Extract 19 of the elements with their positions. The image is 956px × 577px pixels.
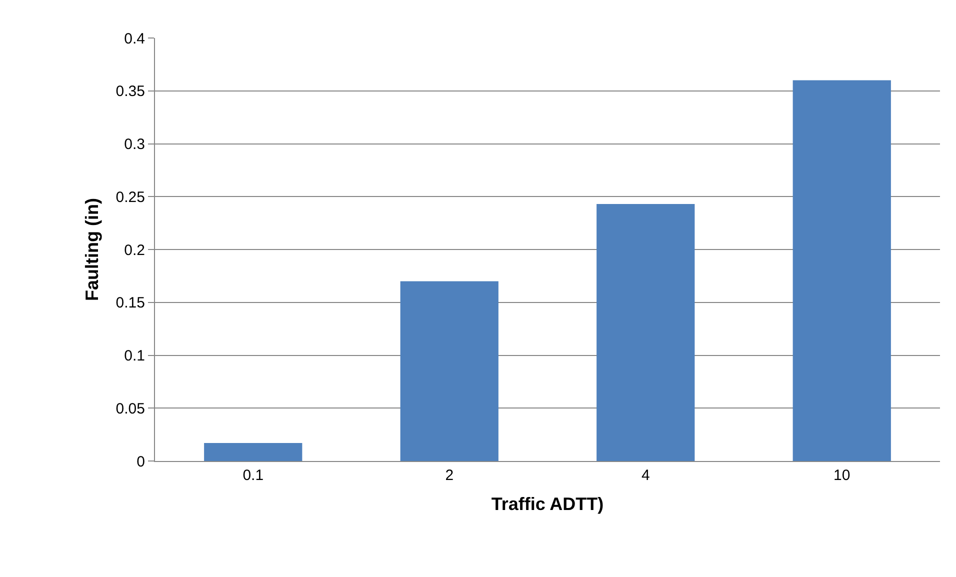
x-axis-title: Traffic ADTT): [491, 494, 604, 514]
y-tick-label: 0.3: [124, 136, 145, 153]
y-tick-label: 0.25: [116, 188, 145, 206]
x-tick-label: 4: [641, 467, 650, 484]
y-tick-label: 0.2: [124, 242, 145, 259]
x-tick-label: 0.1: [242, 467, 264, 484]
y-tick-label: 0: [136, 453, 145, 470]
y-tick-label: 0.35: [116, 83, 145, 100]
bar: [792, 80, 891, 461]
x-tick-label: 2: [445, 467, 454, 484]
y-axis-title: Faulting (in): [82, 198, 102, 301]
bar: [596, 204, 695, 461]
y-tick-label: 0.05: [116, 400, 145, 418]
x-tick-label: 10: [834, 467, 850, 484]
y-tick-label: 0.15: [116, 294, 145, 312]
y-tick-label: 0.1: [124, 348, 145, 364]
y-tick-label: 0.4: [124, 30, 145, 48]
bar: [204, 443, 302, 461]
bar: [400, 281, 498, 461]
